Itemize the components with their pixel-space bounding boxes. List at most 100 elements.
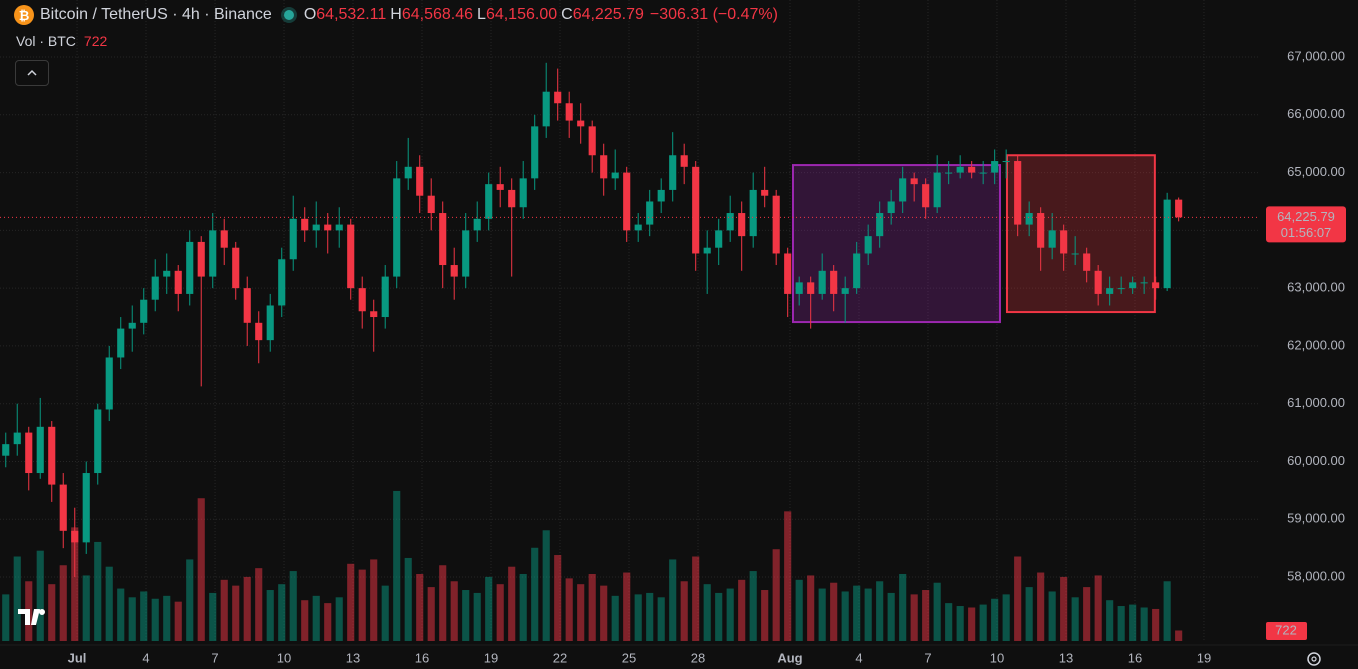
candle-body xyxy=(1048,230,1056,248)
candle-body xyxy=(163,270,171,277)
candle-body xyxy=(956,166,964,173)
volume-bar xyxy=(232,585,240,641)
x-tick-label: 10 xyxy=(990,650,1004,665)
candle-body xyxy=(1117,288,1125,290)
candle-body xyxy=(25,432,33,474)
volume-bar xyxy=(347,563,355,641)
candle-body xyxy=(427,195,435,214)
candle-body xyxy=(1140,282,1148,284)
volume-bar xyxy=(450,581,458,641)
candle-body xyxy=(611,172,619,179)
candle-body xyxy=(979,172,987,174)
volume-bar xyxy=(646,592,654,641)
candle-body xyxy=(646,201,654,225)
volume-bar xyxy=(462,590,470,641)
y-tick-label: 65,000.00 xyxy=(1287,164,1345,179)
candle-body xyxy=(784,253,792,294)
x-tick-label: 19 xyxy=(1197,650,1211,665)
volume-bar xyxy=(611,595,619,641)
candle-body xyxy=(945,172,953,174)
volume-bar xyxy=(266,590,274,641)
volume-bar xyxy=(416,573,424,641)
x-tick-label: 16 xyxy=(415,650,429,665)
x-tick-label: 28 xyxy=(691,650,705,665)
candle-body xyxy=(600,155,608,179)
tv-logo xyxy=(18,609,45,625)
volume-bar xyxy=(979,604,987,641)
candle-body xyxy=(381,276,389,318)
candle-body xyxy=(1071,253,1079,255)
volume-bar xyxy=(657,597,665,641)
candle-body xyxy=(922,184,930,208)
volume-bar xyxy=(600,585,608,641)
volume-bar xyxy=(876,581,884,641)
volume-bar xyxy=(370,559,378,641)
volume-bar xyxy=(1071,597,1079,641)
countdown-label: 01:56:07 xyxy=(1281,225,1332,240)
ohlc-key: H xyxy=(390,6,402,23)
candle-body xyxy=(841,288,849,294)
volume-bar xyxy=(439,565,447,641)
candle-body xyxy=(266,305,274,341)
candle-body xyxy=(761,189,769,196)
volume-bar xyxy=(393,490,401,641)
volume-bar xyxy=(255,568,263,641)
candle-body xyxy=(220,230,228,248)
candle-body xyxy=(404,166,412,179)
candle-body xyxy=(910,178,918,185)
ohlc-value: 64,156.00 xyxy=(485,6,558,23)
candle-body xyxy=(876,213,884,237)
x-tick-label: 7 xyxy=(211,650,218,665)
volume-bar xyxy=(542,530,550,641)
ohlc-key: O xyxy=(303,6,317,23)
volume-bar xyxy=(784,511,792,641)
candle-body xyxy=(278,259,286,306)
candle-body xyxy=(1025,213,1033,225)
volume-bar xyxy=(1175,630,1183,641)
collapse-button[interactable] xyxy=(15,60,49,86)
volume-bar xyxy=(2,594,10,641)
ohlc-value: 64,568.46 xyxy=(401,6,474,23)
volume-bar xyxy=(1083,587,1091,641)
volume-bar xyxy=(209,592,217,641)
volume-bar xyxy=(945,603,953,641)
volume-bar xyxy=(220,579,228,641)
candle-body xyxy=(105,357,113,410)
volume-title: Vol · BTC xyxy=(16,33,76,49)
volume-bar xyxy=(772,549,780,641)
volume-bar xyxy=(726,588,734,641)
volume-bar xyxy=(807,575,815,641)
x-tick-label: 7 xyxy=(924,650,931,665)
volume-bar xyxy=(887,592,895,641)
volume-bar xyxy=(818,588,826,641)
x-tick-label: 4 xyxy=(855,650,862,665)
volume-bar xyxy=(761,590,769,641)
volume-bar xyxy=(82,575,90,641)
ohlc-key: C xyxy=(561,6,573,23)
candle-body xyxy=(416,166,424,196)
x-tick-label: 13 xyxy=(1059,650,1073,665)
volume-tag-label: 722 xyxy=(1275,622,1297,637)
volume-bar xyxy=(1014,556,1022,641)
candle-body xyxy=(588,126,596,156)
volume-bar xyxy=(1002,594,1010,641)
candle-body xyxy=(531,126,539,179)
price-change: −306.31 (−0.47%) xyxy=(649,6,778,23)
candle-body xyxy=(1060,230,1068,254)
volume-bar xyxy=(864,588,872,641)
y-tick-label: 60,000.00 xyxy=(1287,453,1345,468)
candle-body xyxy=(577,120,585,127)
candle-body xyxy=(117,328,125,358)
candle-body xyxy=(692,166,700,254)
volume-bar xyxy=(59,565,67,641)
candle-body xyxy=(393,178,401,277)
volume-bar xyxy=(669,559,677,641)
candle-body xyxy=(669,155,677,190)
candle-body xyxy=(968,166,976,173)
volume-bar xyxy=(48,584,56,641)
volume-bar xyxy=(910,594,918,641)
volume-bar xyxy=(289,571,297,641)
x-tick-label: 25 xyxy=(622,650,636,665)
candle-body xyxy=(795,282,803,294)
